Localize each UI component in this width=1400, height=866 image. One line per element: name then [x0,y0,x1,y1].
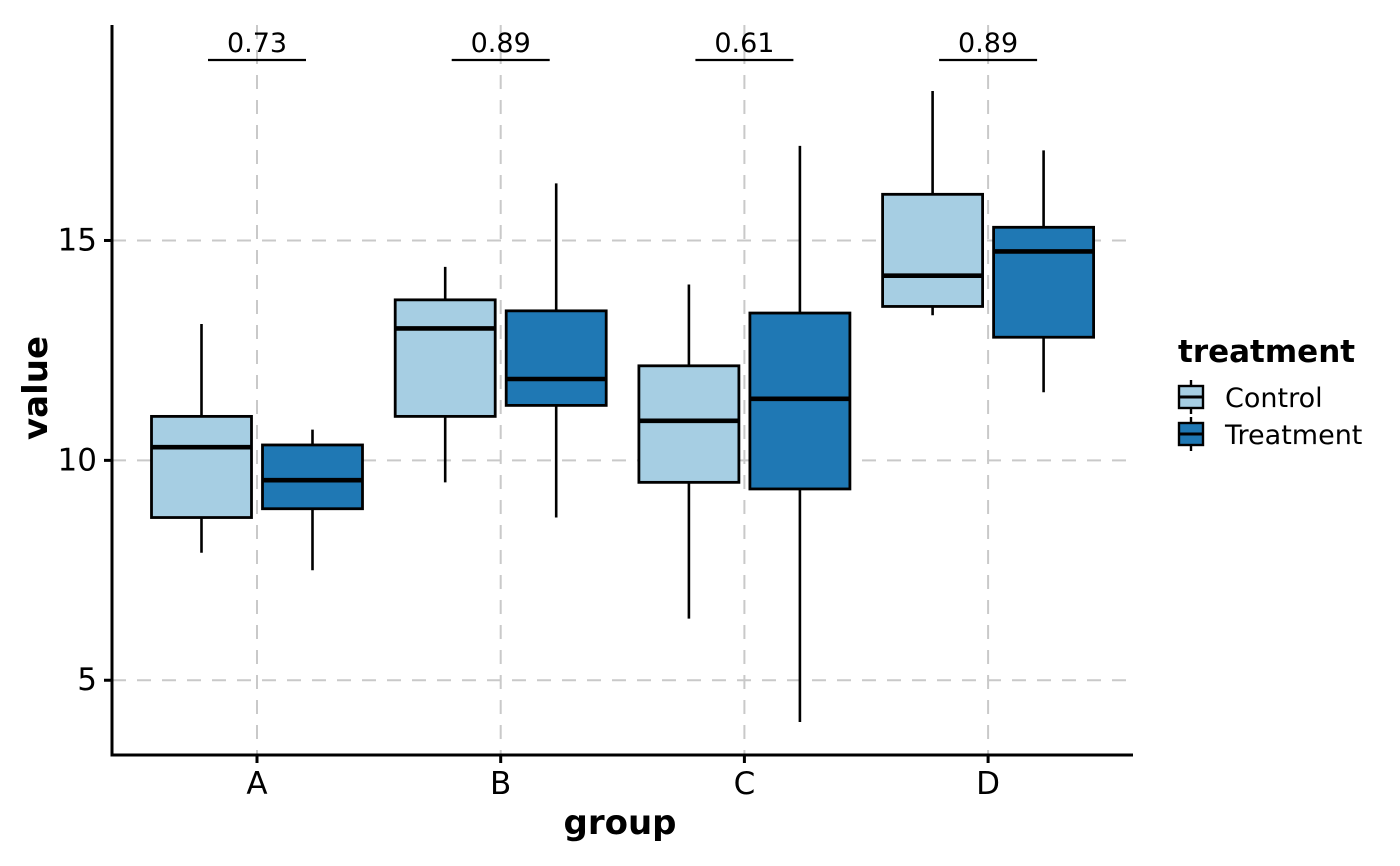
legend-item-treatment: Treatment [1177,417,1362,451]
y-axis-title: value [16,336,56,440]
box-D-Control [881,192,984,308]
box-B-Treatment [504,309,608,407]
box-D-Treatment [992,225,1095,339]
box-A-Treatment [261,443,364,511]
legend-label-treatment: Treatment [1224,420,1362,451]
pvalue-label-D: 0.89 [958,28,1018,59]
x-tick-label-C: C [734,766,756,802]
box-C-Control [637,364,741,484]
box-B-Control [393,298,497,418]
legend-label-control: Control [1225,383,1323,414]
y-tick-label-5: 5 [77,662,97,698]
legend-title: treatment [1178,334,1355,370]
x-tick-label-D: D [976,766,1000,802]
pvalue-label-C: 0.61 [714,28,774,59]
legend: treatment Control Treatment [1177,334,1362,451]
x-tick-label-B: B [490,766,511,802]
pvalue-label-A: 0.73 [227,28,287,59]
legend-item-control: Control [1177,380,1323,414]
y-tick-label-15: 15 [58,222,97,258]
y-tick-label-10: 10 [58,442,97,478]
pvalue-label-B: 0.89 [471,28,531,59]
x-axis-title: group [563,803,676,843]
plot-area: 0.73 0.89 0.61 0.89 5 10 15 A B C D [58,25,1133,802]
box-A-Control [150,414,253,519]
x-tick-label-A: A [246,766,267,802]
